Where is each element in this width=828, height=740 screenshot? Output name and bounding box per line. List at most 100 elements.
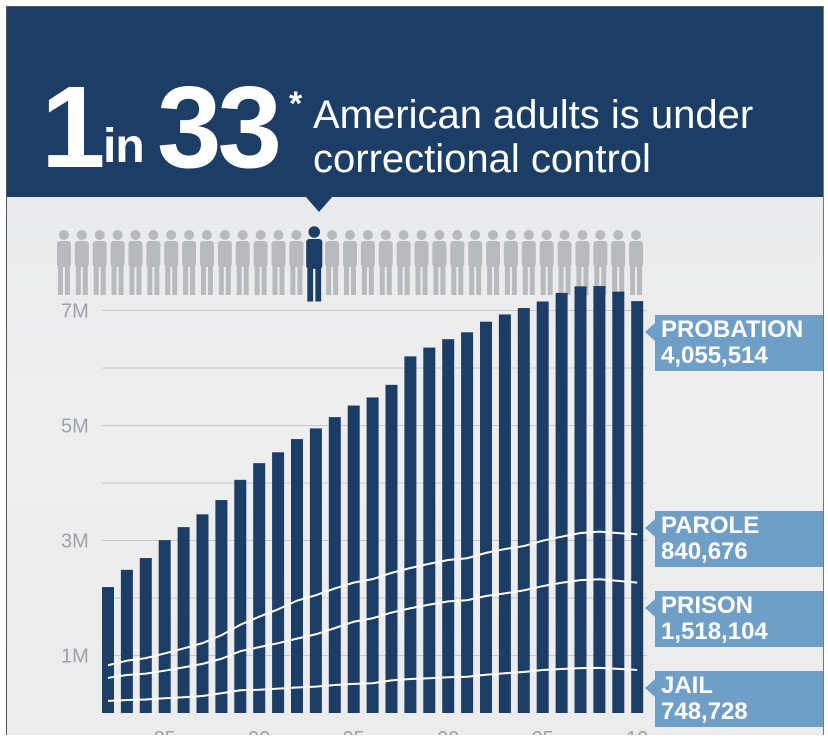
bar-2008: [593, 286, 606, 713]
x-axis-ticks: 85 90 95 00 05 10: [154, 728, 649, 735]
person-icon: [378, 230, 393, 295]
person-icon: [182, 230, 197, 295]
y-tick-label: 3M: [61, 531, 89, 553]
bar-1997: [385, 384, 398, 713]
person-icon: [253, 230, 268, 295]
person-icon: [325, 230, 340, 295]
bar-2009: [612, 291, 625, 713]
bar-1985: [158, 540, 171, 713]
x-tick-label: 00: [437, 728, 459, 735]
bar-2005: [536, 301, 549, 713]
bar-1984: [139, 558, 152, 713]
person-icon: [450, 230, 465, 295]
header-banner: 1 in 33 * American adults is under corre…: [7, 7, 823, 197]
bar-2000: [442, 339, 455, 713]
big-word-in: in: [103, 120, 145, 173]
bar-2003: [498, 314, 511, 713]
person-icon: [199, 230, 214, 295]
person-icon: [217, 230, 232, 295]
person-icon: [414, 230, 429, 295]
bar-2002: [480, 321, 492, 713]
highlighted-person-icon: [306, 226, 323, 302]
bar-1991: [272, 452, 285, 713]
divider-prison: [107, 578, 638, 679]
callout-jail: JAIL 748,728: [645, 671, 823, 727]
bar-1998: [404, 356, 417, 713]
headline: American adults is under correctional co…: [313, 93, 823, 181]
person-icon: [575, 230, 590, 295]
x-tick-label: 90: [248, 728, 270, 735]
bar-1996: [366, 397, 379, 713]
y-tick-label: 7M: [61, 301, 89, 323]
big-number-one: 1: [41, 62, 105, 192]
callout-parole: PAROLE 840,676: [645, 511, 823, 567]
bar-1989: [234, 479, 247, 713]
person-icon: [629, 230, 644, 295]
callout-jail-label: JAIL: [661, 672, 714, 699]
y-axis-ticks: 1M 3M 5M 7M: [61, 301, 89, 668]
bar-2006: [555, 292, 568, 713]
bar-2004: [517, 308, 530, 713]
y-tick-label: 5M: [61, 416, 89, 438]
x-tick-label: 95: [343, 728, 365, 735]
person-icon: [396, 230, 411, 295]
bar-1990: [253, 463, 266, 713]
callout-prison-label: PRISON: [661, 592, 754, 619]
bar-2010: [631, 301, 644, 713]
bars: [102, 286, 644, 713]
person-icon: [503, 230, 518, 295]
person-icon: [289, 230, 304, 295]
divider-parole: [107, 530, 638, 667]
person-icon: [164, 230, 179, 295]
headline-line-1: American adults is under: [313, 93, 754, 137]
bar-2001: [461, 332, 474, 713]
person-icon: [271, 230, 286, 295]
person-icon: [539, 230, 554, 295]
y-tick-label: 1M: [61, 646, 89, 668]
divider-jail: [107, 666, 638, 702]
person-icon: [146, 230, 161, 295]
crowd-of-people: [56, 226, 644, 302]
person-icon: [593, 230, 608, 295]
person-icon: [343, 230, 357, 295]
bar-1992: [291, 439, 303, 713]
callout-prison: PRISON 1,518,104: [645, 591, 823, 647]
callout-probation: PROBATION 4,055,514: [645, 315, 823, 371]
series-divider-lines: [107, 530, 638, 702]
person-icon: [74, 230, 89, 295]
person-icon: [468, 230, 483, 295]
callout-probation-label: PROBATION: [661, 316, 804, 343]
bar-2007: [574, 286, 587, 713]
bar-1982: [102, 587, 114, 713]
person-icon: [110, 230, 125, 295]
infographic-frame: 1 in 33 * American adults is under corre…: [6, 6, 824, 735]
bar-1986: [177, 527, 190, 713]
x-tick-label: 85: [154, 728, 176, 735]
footnote-asterisk: *: [289, 85, 303, 123]
person-icon: [235, 230, 250, 295]
callout-parole-value: 840,676: [661, 538, 748, 565]
bar-1993: [309, 428, 322, 713]
callout-parole-label: PAROLE: [661, 512, 760, 539]
person-icon: [92, 230, 107, 295]
person-icon: [521, 230, 536, 295]
bar-1987: [196, 514, 209, 713]
x-tick-label: 05: [532, 728, 554, 735]
x-tick-label: 10: [626, 728, 648, 735]
bar-1988: [215, 500, 228, 713]
banner-pointer-icon: [305, 196, 333, 212]
person-icon: [128, 230, 143, 295]
headline-line-2: correctional control: [313, 137, 651, 181]
big-number-33: 33: [157, 62, 282, 192]
person-icon: [557, 230, 572, 295]
bar-1999: [423, 347, 436, 713]
person-icon: [486, 230, 501, 295]
callout-probation-value: 4,055,514: [661, 342, 768, 369]
bar-1994: [328, 417, 341, 713]
bar-1983: [120, 569, 133, 713]
person-icon: [56, 230, 71, 295]
person-icon: [611, 230, 626, 295]
person-icon: [432, 230, 447, 295]
stacked-bar-chart: 1M 3M 5M 7M 85 90 95 00 05 10: [61, 286, 649, 735]
bar-1995: [347, 405, 360, 713]
